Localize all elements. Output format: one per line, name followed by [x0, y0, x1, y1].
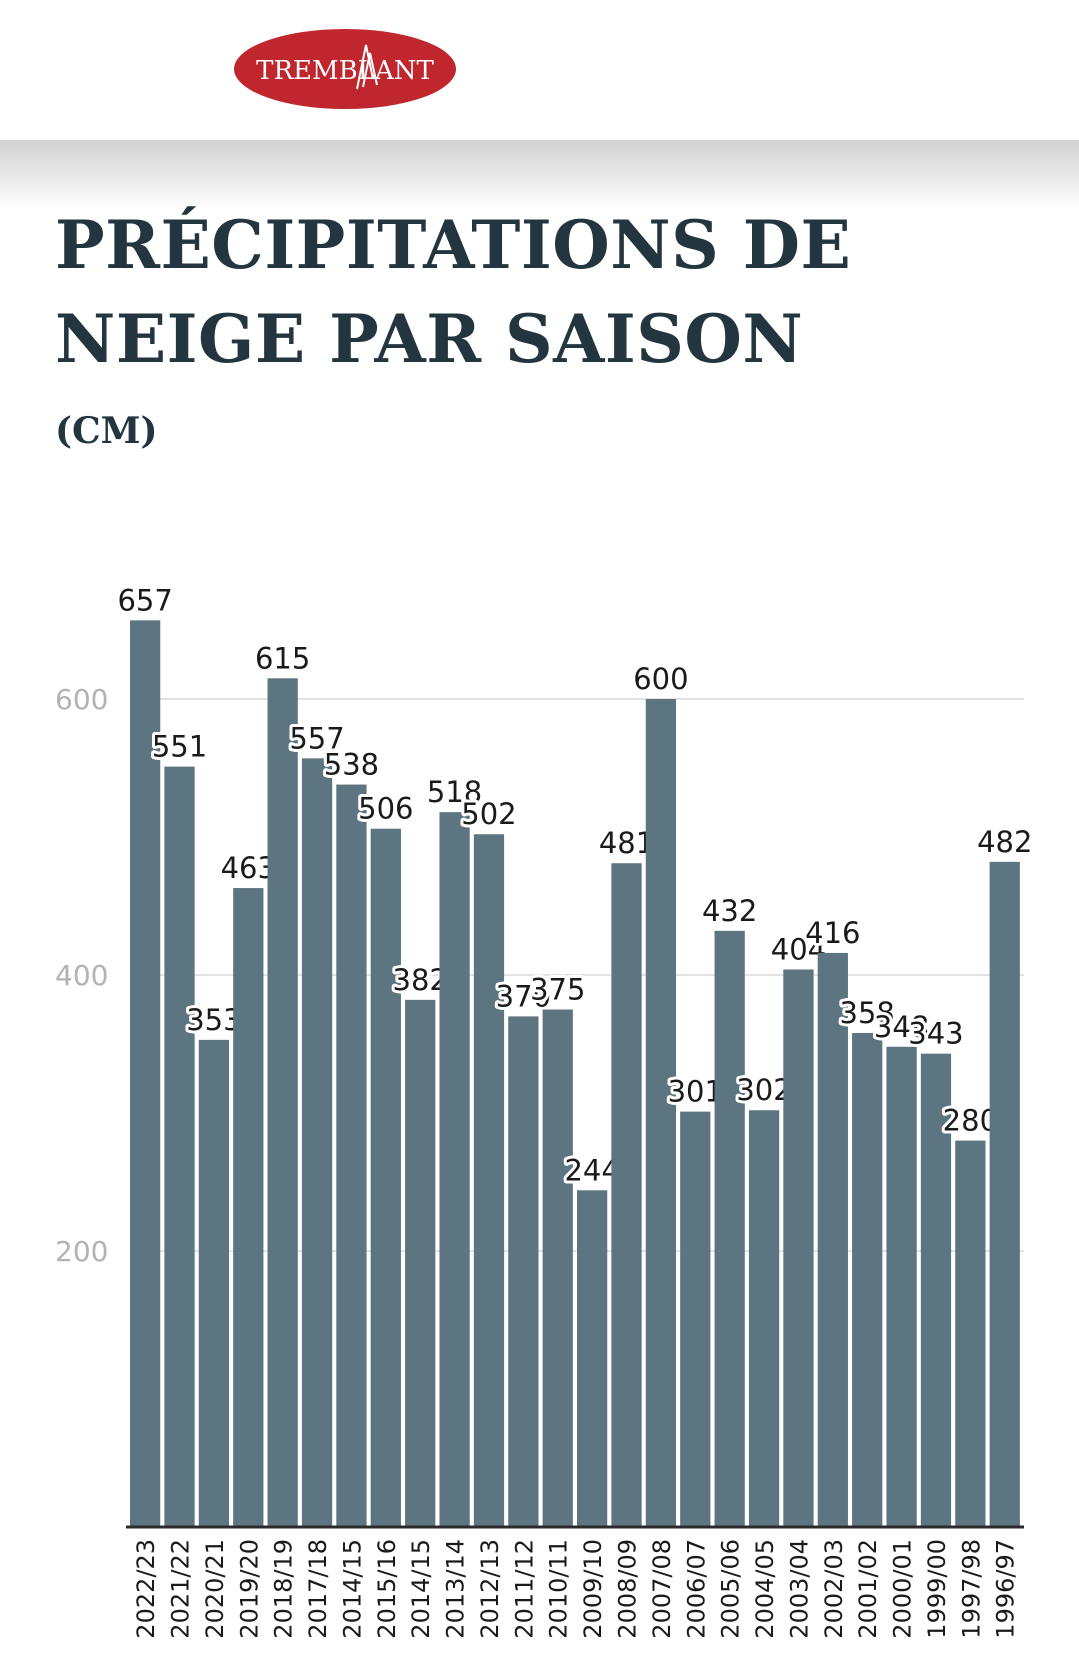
bar [611, 863, 642, 1527]
x-tick-label: 2006/07 [682, 1539, 710, 1639]
bar [336, 784, 367, 1527]
data-label: 506 [358, 792, 413, 826]
x-tick-label: 2011/12 [510, 1539, 538, 1639]
x-tick-label: 2017/18 [304, 1539, 332, 1639]
bar [267, 678, 298, 1527]
logo-ellipse [234, 29, 456, 109]
bar [508, 1016, 539, 1527]
bar [852, 1032, 883, 1527]
chart-subtitle: (CM) [55, 410, 158, 452]
x-tick-label: 2008/09 [614, 1539, 642, 1639]
y-tick-label: 600 [55, 683, 108, 716]
bar [473, 834, 505, 1527]
data-label: 432 [702, 894, 757, 928]
bar [817, 952, 848, 1527]
data-label: 416 [805, 916, 860, 950]
data-label: 482 [977, 825, 1032, 859]
x-tick-label: 2009/10 [579, 1539, 607, 1639]
x-tick-label: 2012/13 [476, 1539, 504, 1639]
data-label: 600 [633, 662, 688, 696]
logo-text: TREMBLANT [256, 56, 434, 86]
x-tick-label: 1996/97 [992, 1539, 1020, 1639]
tremblant-logo[interactable]: TREMBLANT [233, 27, 457, 111]
bar [439, 812, 470, 1527]
bar [233, 888, 264, 1527]
x-tick-label: 2003/04 [785, 1539, 813, 1639]
y-tick-label: 200 [55, 1235, 108, 1268]
x-tick-label: 2004/05 [751, 1539, 779, 1639]
data-label: 502 [461, 797, 516, 831]
x-tick-label: 2014/15 [338, 1539, 366, 1639]
x-tick-label: 2013/14 [442, 1539, 470, 1639]
data-label: 518 [427, 775, 482, 809]
x-tick-label: 2005/06 [717, 1539, 745, 1639]
bar [405, 999, 436, 1527]
bar [680, 1111, 711, 1527]
bar [130, 620, 161, 1527]
x-tick-label: 2020/21 [201, 1539, 229, 1639]
data-label: 375 [530, 973, 585, 1007]
bar [748, 1110, 780, 1527]
data-label: 615 [255, 641, 310, 675]
x-tick-label: 2014/15 [407, 1539, 435, 1639]
y-tick-label: 400 [55, 959, 108, 992]
data-label: 557 [289, 721, 344, 755]
data-label: 370 [496, 979, 551, 1013]
bar [783, 969, 814, 1527]
bar [920, 1053, 952, 1527]
bar [301, 758, 333, 1527]
x-tick-label: 2015/16 [373, 1539, 401, 1639]
bar [989, 861, 1020, 1527]
x-tick-label: 2022/23 [132, 1539, 160, 1639]
x-tick-label: 2007/08 [648, 1539, 676, 1639]
bar [577, 1190, 608, 1527]
header-bar: TREMBLANT [0, 0, 1079, 140]
logo-mountain-swoosh [356, 44, 378, 90]
header-shadow [0, 140, 1079, 210]
data-label: 551 [152, 730, 207, 764]
bar [955, 1140, 986, 1527]
x-tick-label: 2000/01 [889, 1539, 917, 1639]
bar [198, 1039, 230, 1527]
bar [886, 1046, 917, 1527]
data-label: 358 [840, 996, 895, 1030]
bar [645, 699, 677, 1527]
x-tick-label: 2021/22 [167, 1539, 195, 1639]
x-tick-label: 2001/02 [854, 1539, 882, 1639]
data-label: 343 [908, 1017, 963, 1051]
snowfall-bar-chart: 2004006006572022/235512021/223532020/214… [55, 580, 1035, 1639]
data-label: 657 [117, 583, 172, 617]
x-tick-label: 2019/20 [235, 1539, 263, 1639]
data-label: 348 [874, 1010, 929, 1044]
x-tick-label: 1999/00 [923, 1539, 951, 1639]
chart-title: PRÉCIPITATIONS DE NEIGE PAR SAISON [55, 206, 852, 378]
x-tick-label: 1997/98 [957, 1539, 985, 1639]
data-label: 538 [324, 748, 379, 782]
bar [164, 766, 195, 1527]
bar [370, 828, 401, 1527]
bar [542, 1009, 573, 1527]
x-tick-label: 2010/11 [545, 1539, 573, 1639]
bar [714, 930, 745, 1527]
x-tick-label: 2018/19 [270, 1539, 298, 1639]
x-tick-label: 2002/03 [820, 1539, 848, 1639]
